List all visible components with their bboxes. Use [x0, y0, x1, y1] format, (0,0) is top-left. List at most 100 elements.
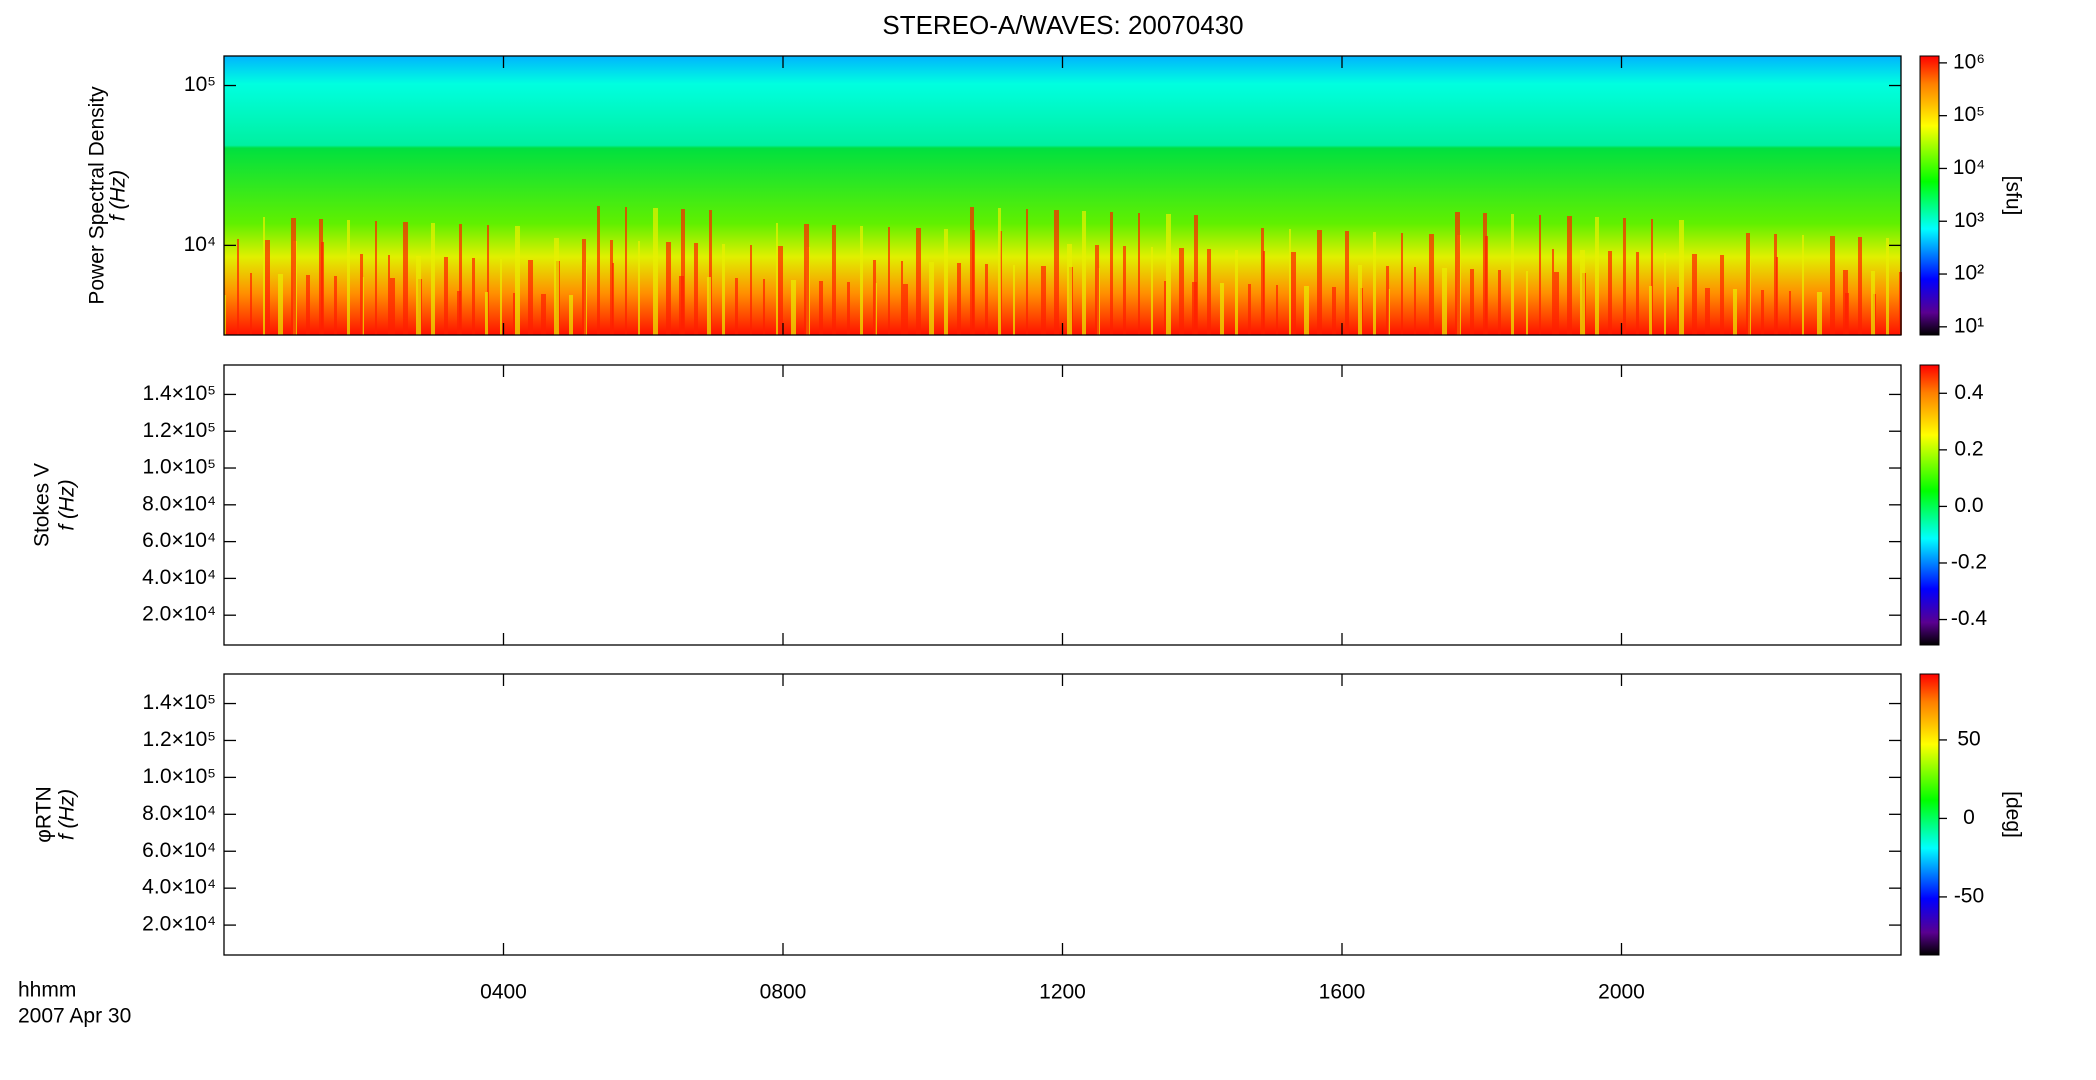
y-tick-label: 4.0×10⁴	[142, 566, 216, 589]
colorbar-tick-label: 50	[1957, 727, 1980, 750]
spectrogram-streak	[1304, 286, 1309, 335]
y-axis-label: f (Hz)	[56, 789, 79, 840]
spectrogram-streak	[513, 293, 515, 335]
spectrogram-streak	[776, 223, 778, 335]
spectrogram-streak	[1498, 270, 1501, 335]
spectrogram-streak	[1871, 271, 1875, 335]
y-tick-label: 1.2×10⁵	[142, 728, 216, 751]
spectrogram-streak	[541, 294, 546, 335]
y-tick-label: 1.4×10⁵	[142, 382, 216, 405]
spectrogram-streak	[444, 257, 448, 335]
spectrogram-streak	[1151, 247, 1153, 335]
y-tick-label: 1.4×10⁵	[142, 691, 216, 714]
spectrogram-streak	[1110, 212, 1113, 335]
spectrogram-streak	[1276, 285, 1278, 335]
plot-frame	[223, 673, 1902, 956]
colorbar	[1919, 673, 1940, 956]
spectrogram-streak	[1720, 255, 1724, 335]
spectrogram-streak	[582, 239, 586, 335]
colorbar-tick-label: 10²	[1954, 262, 1984, 285]
spectrogram-streak	[388, 255, 390, 335]
spectrogram-streak	[610, 240, 613, 335]
x-tick-label: 2000	[1598, 981, 1645, 1004]
spectrogram-streak	[929, 262, 934, 335]
x-tick-label: 0800	[760, 981, 807, 1004]
spectrogram-streak	[1194, 215, 1198, 335]
spectrogram-streak	[515, 226, 520, 335]
spectrogram-streak	[1733, 289, 1737, 335]
colorbar-tick-label: 10¹	[1954, 314, 1984, 337]
spectrogram-streak	[1580, 250, 1585, 335]
spectrogram-streak	[903, 284, 908, 335]
y-axis-label: φRTN	[33, 786, 56, 842]
colorbar-tick-label: 10⁶	[1953, 50, 1985, 73]
colorbar-tick-label: 0.2	[1954, 437, 1983, 460]
spectrogram-streak	[1595, 217, 1599, 335]
spectrogram-streak	[998, 208, 1001, 335]
y-axis-label: Power Spectral Density	[86, 86, 109, 305]
spectrogram-streak	[1358, 265, 1362, 335]
spectrogram-streak	[472, 258, 475, 335]
spectrogram-streak	[1843, 270, 1848, 335]
date-label: 2007 Apr 30	[18, 1005, 131, 1028]
spectrogram-streak	[694, 243, 698, 335]
spectrogram-streak	[1207, 249, 1211, 335]
spectrogram-streak	[487, 225, 489, 335]
spectrogram-streak	[1220, 283, 1224, 335]
spectrogram-streak	[1664, 253, 1666, 335]
spectrogram-streak	[1026, 209, 1028, 335]
spectrogram-streak	[679, 276, 684, 335]
spectrogram-streak	[1886, 238, 1889, 335]
spectrogram-streak	[319, 219, 323, 335]
spectrogram-streak	[1123, 246, 1126, 335]
spectrogram-streak	[1636, 252, 1639, 335]
spectrogram-streak	[1623, 218, 1626, 335]
spectrogram-streak	[485, 292, 488, 335]
spectrogram-streak	[1858, 237, 1862, 335]
spectrogram-streak	[1164, 281, 1166, 335]
spectrogram-streak	[1386, 266, 1389, 335]
spectrogram-streak	[832, 225, 836, 335]
spectrogram-streak	[375, 221, 377, 335]
spectrogram-streak	[709, 210, 712, 335]
y-axis-label: Stokes V	[31, 463, 54, 547]
spectrogram-streak	[666, 242, 671, 335]
y-tick-label: 1.0×10⁵	[142, 765, 216, 788]
spectrogram-streak	[819, 281, 823, 335]
spectrogram-streak	[1138, 213, 1140, 335]
colorbar	[1919, 55, 1940, 336]
spectrogram-streak	[265, 240, 270, 335]
y-tick-label: 8.0×10⁴	[142, 492, 216, 515]
colorbar-tick-label: 10³	[1954, 209, 1984, 232]
spectrogram-streak	[901, 261, 903, 335]
spectrogram-streak	[1332, 287, 1336, 335]
plot-frame	[223, 364, 1902, 646]
colorbar-tick-label: -0.2	[1951, 551, 1987, 574]
colorbar-tick-label: -50	[1954, 884, 1984, 907]
spectrogram-streak	[1442, 268, 1447, 335]
spectrogram-streak	[1817, 292, 1822, 335]
spectrogram-streak	[1761, 290, 1764, 335]
spectrogram-streak	[1455, 212, 1460, 335]
spectrogram-streak	[1746, 233, 1750, 335]
spectrogram-streak	[778, 246, 783, 335]
spectrogram-streak	[1470, 269, 1474, 335]
spectrogram-streak	[1041, 266, 1046, 335]
spectrogram-streak	[970, 207, 974, 335]
spectrogram-streak	[569, 295, 573, 335]
spectrogram-streak	[1291, 252, 1296, 335]
colorbar-tick-label: 0	[1963, 806, 1975, 829]
spectrogram-streak	[554, 238, 559, 335]
spectrogram-streak	[1789, 291, 1791, 335]
spectrogram-streak	[528, 260, 533, 335]
colorbar-tick-label: 10⁴	[1953, 156, 1985, 179]
spectrogram-streak	[403, 222, 408, 335]
x-tick-label: 0400	[480, 981, 527, 1004]
spectrogram-streak	[873, 260, 876, 335]
colorbar-tick-label: 10⁵	[1953, 103, 1985, 126]
spectrogram-streak	[390, 278, 395, 335]
spectrogram-streak	[360, 254, 363, 335]
spectrogram-streak	[1179, 248, 1184, 335]
colorbar	[1919, 364, 1940, 646]
